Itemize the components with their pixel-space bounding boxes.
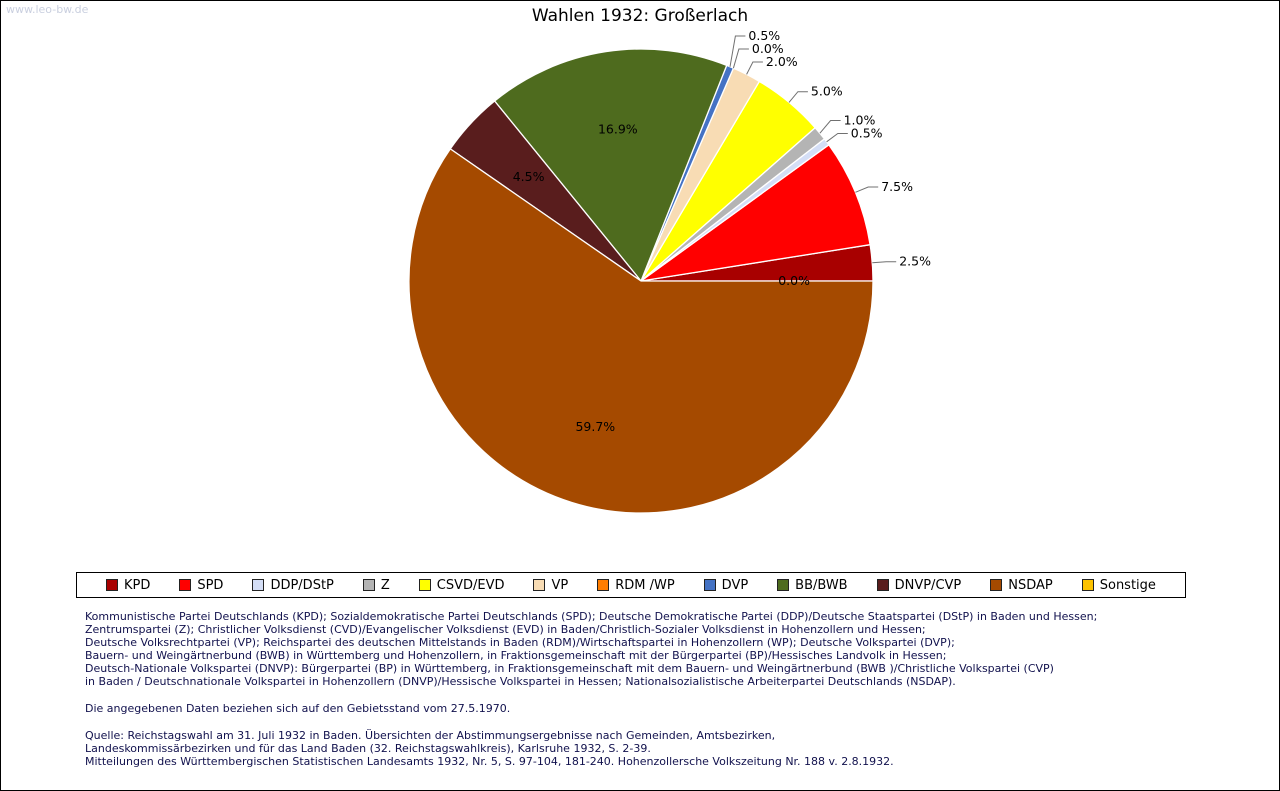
legend-swatch-sonstige [1081, 579, 1094, 591]
slice-value-label-sonstige: 0.0% [778, 273, 810, 288]
legend-swatch-ddp-dstp [252, 579, 265, 591]
slice-value-label-ddp-dstp: 0.5% [851, 126, 883, 141]
footnote-line: Quelle: Reichstagswahl am 31. Juli 1932 … [85, 729, 776, 742]
legend-swatch-vp [533, 579, 546, 591]
legend-item-spd: SPD [179, 578, 223, 593]
label-leader-line [826, 133, 848, 143]
slice-value-label-dnvp-cvp: 4.5% [513, 169, 545, 184]
footnote-line: Zentrumspartei (Z); Christlicher Volksdi… [85, 623, 926, 636]
legend-item-rdm-wp: RDM /WP [597, 577, 675, 593]
legend-label: DDP/DStP [270, 577, 334, 593]
pie-slice-bb-bwb [493, 48, 728, 282]
footnote-line: Bauern- und Weingärtnerbund (BWB) in Wür… [85, 649, 947, 662]
pie-slice-spd [640, 144, 871, 282]
legend-item-dnvp-cvp: DNVP/CVP [876, 577, 962, 593]
slice-value-label-bb-bwb: 16.9% [598, 122, 638, 137]
legend-swatch-dvp [703, 579, 716, 591]
legend-item-csvd-evd: CSVD/EVD [418, 577, 505, 593]
legend-item-bb-bwb: BB/BWB [777, 577, 848, 593]
footnotes: Kommunistische Partei Deutschlands (KPD)… [85, 610, 1097, 782]
legend-swatch-bb-bwb [777, 579, 790, 591]
legend-item-dvp: DVP [703, 577, 749, 593]
legend-label: Z [380, 577, 390, 593]
pie-slice-nsdap [408, 148, 874, 514]
slice-value-label-rdm-wp: 0.0% [752, 41, 784, 56]
legend-item-kpd: KPD [105, 577, 151, 593]
slice-value-label-nsdap: 59.7% [575, 419, 615, 434]
slice-value-label-vp: 2.0% [766, 54, 798, 69]
slice-value-label-dvp: 0.5% [748, 28, 780, 43]
legend-label: DNVP/CVP [894, 577, 962, 593]
label-leader-line [732, 48, 749, 69]
footnote-line: Deutsch-Nationale Volkspartei (DNVP): Bü… [85, 662, 1054, 675]
legend-swatch-spd [179, 579, 192, 591]
slice-value-label-csvd-evd: 5.0% [811, 84, 843, 99]
label-leader-line [746, 61, 763, 75]
footnote-line: Mitteilungen des Württembergischen Stati… [85, 755, 894, 768]
legend-label: BB/BWB [795, 577, 848, 593]
legend-label: VP [551, 577, 569, 593]
legend-swatch-dnvp-cvp [876, 579, 889, 591]
label-leader-line [819, 120, 841, 134]
legend-swatch-kpd [105, 579, 118, 591]
legend-label: Sonstige [1099, 577, 1156, 593]
legend-item-vp: VP [533, 578, 568, 593]
legend-label: SPD [197, 577, 224, 593]
slice-value-label-kpd: 2.5% [899, 254, 931, 269]
watermark: www.leo-bw.de [6, 3, 89, 16]
legend-item-ddp-dstp: DDP/DStP [252, 577, 334, 593]
label-leader-line [872, 261, 897, 264]
legend-label: KPD [123, 577, 151, 593]
legend-swatch-rdm-wp [597, 579, 610, 591]
footnote-line: Kommunistische Partei Deutschlands (KPD)… [85, 610, 1098, 623]
footnote-quelle: Quelle: Reichstagswahl am 31. Juli 1932 … [85, 729, 1097, 768]
footnote-line: Landeskommissärbezirken und für das Land… [85, 742, 651, 755]
label-leader-line [729, 35, 746, 67]
legend-label: NSDAP [1008, 577, 1053, 593]
label-leader-line [855, 186, 879, 193]
slice-value-label-z: 1.0% [844, 113, 876, 128]
pie-chart: 2.5%7.5%0.5%1.0%5.0%2.0%0.0%0.5%16.9%4.5… [408, 28, 931, 514]
footnote-line: Deutsche Volksrechtpartei (VP); Reichspa… [85, 636, 955, 649]
legend-swatch-nsdap [990, 579, 1003, 591]
legend-item-nsdap: NSDAP [990, 578, 1053, 593]
legend-label: DVP [721, 577, 749, 593]
footnote-parties: Kommunistische Partei Deutschlands (KPD)… [85, 610, 1097, 688]
slice-value-label-spd: 7.5% [881, 179, 913, 194]
legend-item-z: Z [362, 577, 390, 593]
label-leader-line [788, 91, 808, 103]
legend-label: CSVD/EVD [436, 577, 505, 593]
legend: KPD SPD DDP/DStP Z CSVD/EVD VP RDM /WP DVP BB/BW… [76, 572, 1186, 598]
footnote-gebietsstand: Die angegebenen Daten beziehen sich auf … [85, 702, 511, 715]
legend-swatch-csvd-evd [418, 579, 431, 591]
footnote-line: in Baden / Deutschnationale Volkspartei … [85, 675, 956, 688]
legend-swatch-z [362, 579, 375, 591]
legend-label: RDM /WP [615, 577, 675, 593]
chart-title: Wahlen 1932: Großerlach [531, 6, 749, 26]
legend-item-sonstige: Sonstige [1081, 577, 1156, 593]
